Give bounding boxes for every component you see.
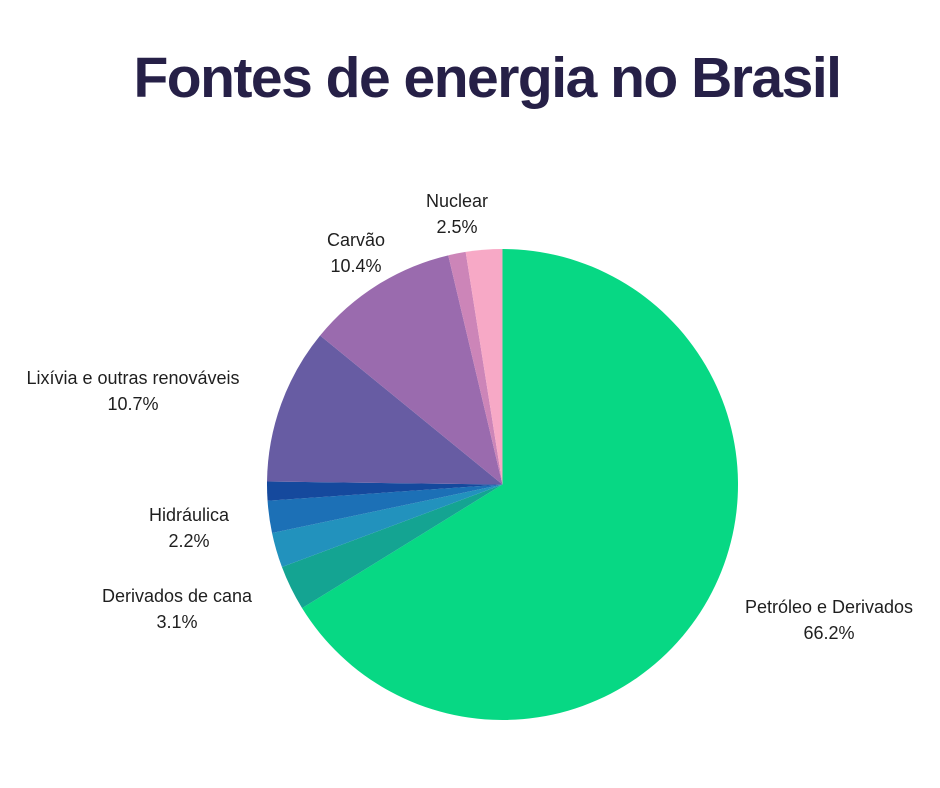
pie-slice-carvao <box>320 255 503 485</box>
pie-slice-petroleo-e-derivados <box>302 249 738 720</box>
pie-slice-unlabeled-7 <box>448 251 503 485</box>
pie-slice-unlabeled-4 <box>267 481 503 501</box>
pie-slice-unlabeled-2 <box>272 484 503 568</box>
pie-slice-nuclear <box>465 249 503 485</box>
chart-title: Fontes de energia no Brasil <box>133 46 842 110</box>
pie-slice-hidraulica <box>267 484 503 533</box>
pie-slice-lixivia-e-outras-renovaveis <box>267 335 503 485</box>
pie-slice-derivados-de-cana <box>281 484 503 609</box>
